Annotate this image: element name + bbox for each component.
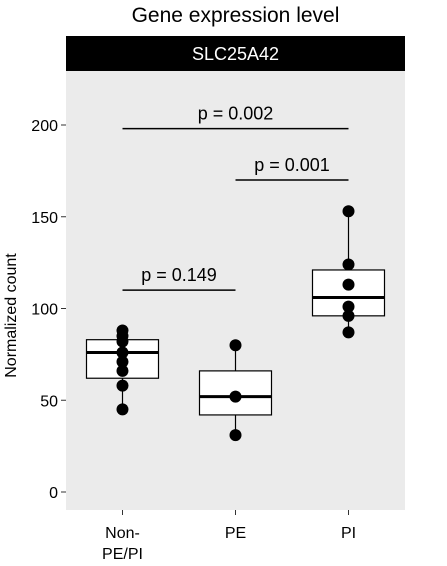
- x-tick-label: PE/PI: [102, 546, 143, 563]
- p-value-label: p = 0.149: [141, 265, 217, 285]
- data-point: [342, 258, 355, 271]
- y-axis-label: Normalized count: [3, 253, 20, 378]
- data-point: [116, 346, 129, 359]
- y-tick-label: 100: [31, 302, 58, 319]
- p-value-label: p = 0.002: [198, 104, 274, 124]
- x-tick-label: PI: [341, 525, 356, 542]
- y-tick-label: 150: [31, 210, 58, 227]
- data-point: [342, 300, 355, 313]
- y-tick-label: 0: [49, 485, 58, 502]
- data-point: [342, 326, 355, 339]
- x-tick-label: PE: [225, 525, 246, 542]
- facet-strip: [66, 36, 405, 71]
- data-point: [116, 379, 129, 392]
- y-axis: 0 50 100 150 200: [31, 118, 66, 502]
- data-point: [116, 355, 129, 368]
- y-tick-label: 200: [31, 118, 58, 135]
- y-tick-label: 50: [40, 393, 58, 410]
- data-point: [229, 339, 242, 352]
- data-point: [342, 278, 355, 291]
- chart-title: Gene expression level: [132, 4, 340, 27]
- facet-label: SLC25A42: [192, 44, 279, 64]
- x-axis: Non- PE/PI PE PI: [102, 510, 356, 563]
- data-point: [342, 205, 355, 218]
- data-point: [116, 335, 129, 348]
- data-point: [229, 429, 242, 442]
- data-point: [229, 390, 242, 403]
- data-point: [116, 364, 129, 377]
- p-value-label: p = 0.001: [254, 155, 330, 175]
- x-tick-label: Non-: [105, 525, 140, 542]
- data-point: [116, 403, 129, 416]
- point-series: [116, 205, 355, 442]
- significance-brackets: p = 0.002 p = 0.001 p = 0.149: [122, 104, 349, 291]
- data-point: [342, 309, 355, 322]
